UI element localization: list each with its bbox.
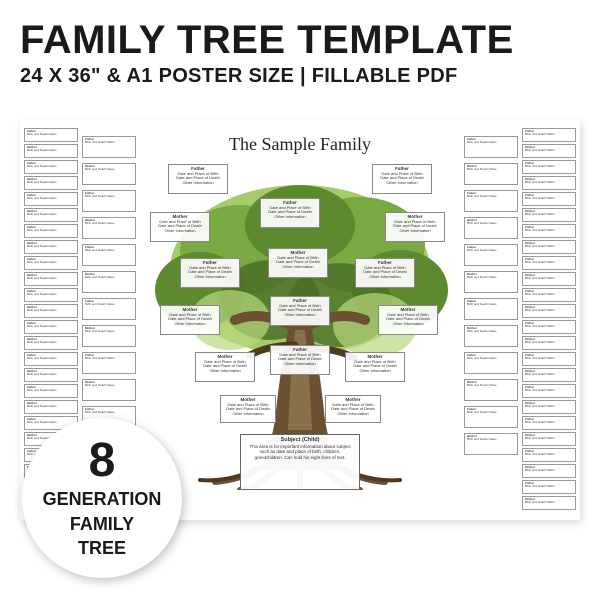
ancestor-mini-box: MotherBirth and Death Dates bbox=[82, 325, 136, 347]
ancestor-mini-box: MotherBirth and Death Dates bbox=[522, 496, 576, 510]
ancestor-mini-box: MotherBirth and Death Dates bbox=[464, 379, 518, 401]
ancestor-mini-box: MotherBirth and Death Dates bbox=[464, 433, 518, 455]
ancestor-mini-box: FatherBirth and Death Dates bbox=[522, 288, 576, 302]
ancestor-box: FatherDate and Place of BirthDate and Pl… bbox=[168, 164, 228, 194]
ancestor-mini-box: FatherBirth and Death Dates bbox=[464, 190, 518, 212]
product-title: FAMILY TREE TEMPLATE bbox=[20, 18, 580, 63]
ancestor-mini-box: MotherBirth and Death Dates bbox=[24, 304, 78, 318]
ancestor-mini-box: MotherBirth and Death Dates bbox=[522, 464, 576, 478]
ancestor-mini-box: FatherBirth and Death Dates bbox=[24, 128, 78, 142]
ancestor-mini-box: FatherBirth and Death Dates bbox=[522, 160, 576, 174]
ancestor-mini-box: MotherBirth and Death Dates bbox=[522, 240, 576, 254]
ancestor-mini-box: FatherBirth and Death Dates bbox=[522, 224, 576, 238]
ancestor-box: MotherDate and Place of BirthDate and Pl… bbox=[160, 305, 220, 335]
ancestor-box: MotherDate and Place of BirthDate and Pl… bbox=[268, 248, 328, 278]
ancestor-mini-box: FatherBirth and Death Dates bbox=[464, 352, 518, 374]
product-subtitle: 24 X 36" & A1 POSTER SIZE | FILLABLE PDF bbox=[20, 65, 580, 88]
ancestor-box: MotherDate and Place of BirthDate and Pl… bbox=[378, 305, 438, 335]
badge-line2: FAMILY bbox=[70, 514, 134, 535]
gen7-left-column: FatherBirth and Death Dates MotherBirth a… bbox=[82, 136, 136, 455]
gen7-right-column: FatherBirth and Death Dates MotherBirth a… bbox=[464, 136, 518, 455]
generation-badge: 8 GENERATION FAMILY TREE bbox=[22, 418, 182, 578]
ancestor-box: MotherDate and Place of BirthDate and Pl… bbox=[150, 212, 210, 242]
ancestor-mini-box: FatherBirth and Death Dates bbox=[82, 244, 136, 266]
ancestor-box: FatherDate and Place of BirthDate and Pl… bbox=[180, 258, 240, 288]
ancestor-mini-box: FatherBirth and Death Dates bbox=[24, 384, 78, 398]
ancestor-mini-box: FatherBirth and Death Dates bbox=[464, 298, 518, 320]
subject-description: This area is for important information a… bbox=[245, 444, 355, 461]
ancestor-mini-box: MotherBirth and Death Dates bbox=[24, 368, 78, 382]
badge-number: 8 bbox=[89, 437, 116, 485]
badge-line1: GENERATION bbox=[43, 489, 162, 510]
gen8-right-column: FatherBirth and Death Dates MotherBirth a… bbox=[522, 128, 576, 510]
ancestor-mini-box: FatherBirth and Death Dates bbox=[464, 136, 518, 158]
ancestor-mini-box: FatherBirth and Death Dates bbox=[82, 352, 136, 374]
ancestor-mini-box: FatherBirth and Death Dates bbox=[522, 416, 576, 430]
ancestor-mini-box: MotherBirth and Death Dates bbox=[522, 336, 576, 350]
subject-box: Subject (Child) This area is for importa… bbox=[240, 434, 360, 490]
product-listing-image: FAMILY TREE TEMPLATE 24 X 36" & A1 POSTE… bbox=[0, 0, 600, 600]
ancestor-mini-box: MotherBirth and Death Dates bbox=[464, 325, 518, 347]
ancestor-box: MotherDate and Place of BirthDate and Pl… bbox=[220, 395, 276, 423]
ancestor-box: MotherDate and Place of BirthDate and Pl… bbox=[195, 352, 255, 382]
ancestor-mini-box: FatherBirth and Death Dates bbox=[522, 384, 576, 398]
ancestor-mini-box: FatherBirth and Death Dates bbox=[24, 352, 78, 366]
ancestor-mini-box: MotherBirth and Death Dates bbox=[24, 336, 78, 350]
ancestor-mini-box: FatherBirth and Death Dates bbox=[24, 320, 78, 334]
ancestor-box: FatherDate and Place of BirthDate and Pl… bbox=[372, 164, 432, 194]
ancestor-mini-box: MotherBirth and Death Dates bbox=[24, 144, 78, 158]
ancestor-box: FatherDate and Place of BirthDate and Pl… bbox=[355, 258, 415, 288]
ancestor-mini-box: MotherBirth and Death Dates bbox=[522, 272, 576, 286]
ancestor-mini-box: MotherBirth and Death Dates bbox=[82, 379, 136, 401]
ancestor-mini-box: FatherBirth and Death Dates bbox=[522, 480, 576, 494]
ancestor-mini-box: FatherBirth and Death Dates bbox=[522, 448, 576, 462]
ancestor-box: MotherDate and Place of BirthDate and Pl… bbox=[345, 352, 405, 382]
ancestor-box: FatherDate and Place of BirthDate and Pl… bbox=[270, 296, 330, 326]
ancestor-mini-box: MotherBirth and Death Dates bbox=[522, 368, 576, 382]
ancestor-mini-box: MotherBirth and Death Dates bbox=[464, 163, 518, 185]
ancestor-mini-box: FatherBirth and Death Dates bbox=[82, 190, 136, 212]
ancestor-mini-box: FatherBirth and Death Dates bbox=[82, 298, 136, 320]
ancestor-mini-box: MotherBirth and Death Dates bbox=[522, 304, 576, 318]
ancestor-mini-box: FatherBirth and Death Dates bbox=[522, 128, 576, 142]
ancestor-box: MotherDate and Place of BirthDate and Pl… bbox=[325, 395, 381, 423]
ancestor-mini-box: FatherBirth and Death Dates bbox=[522, 256, 576, 270]
ancestor-mini-box: MotherBirth and Death Dates bbox=[464, 217, 518, 239]
ancestor-mini-box: FatherBirth and Death Dates bbox=[522, 192, 576, 206]
ancestor-mini-box: FatherBirth and Death Dates bbox=[82, 136, 136, 158]
badge-line3: TREE bbox=[78, 538, 126, 559]
ancestor-mini-box: MotherBirth and Death Dates bbox=[82, 271, 136, 293]
ancestor-box: FatherDate and Place of BirthDate and Pl… bbox=[260, 198, 320, 228]
ancestor-mini-box: MotherBirth and Death Dates bbox=[522, 208, 576, 222]
header: FAMILY TREE TEMPLATE 24 X 36" & A1 POSTE… bbox=[0, 0, 600, 98]
ancestor-mini-box: MotherBirth and Death Dates bbox=[464, 271, 518, 293]
ancestor-mini-box: MotherBirth and Death Dates bbox=[24, 240, 78, 254]
ancestor-mini-box: FatherBirth and Death Dates bbox=[24, 288, 78, 302]
ancestor-mini-box: FatherBirth and Death Dates bbox=[464, 244, 518, 266]
ancestor-mini-box: MotherBirth and Death Dates bbox=[24, 176, 78, 190]
family-name-title: The Sample Family bbox=[229, 134, 371, 155]
ancestor-mini-box: FatherBirth and Death Dates bbox=[522, 352, 576, 366]
ancestor-mini-box: MotherBirth and Death Dates bbox=[24, 400, 78, 414]
ancestor-mini-box: MotherBirth and Death Dates bbox=[522, 144, 576, 158]
ancestor-mini-box: MotherBirth and Death Dates bbox=[522, 176, 576, 190]
ancestor-mini-box: FatherBirth and Death Dates bbox=[464, 406, 518, 428]
ancestor-mini-box: FatherBirth and Death Dates bbox=[24, 160, 78, 174]
ancestor-mini-box: FatherBirth and Death Dates bbox=[24, 256, 78, 270]
ancestor-mini-box: FatherBirth and Death Dates bbox=[24, 192, 78, 206]
ancestor-mini-box: MotherBirth and Death Dates bbox=[24, 272, 78, 286]
ancestor-mini-box: FatherBirth and Death Dates bbox=[522, 320, 576, 334]
ancestor-mini-box: MotherBirth and Death Dates bbox=[522, 400, 576, 414]
ancestor-mini-box: FatherBirth and Death Dates bbox=[24, 224, 78, 238]
ancestor-mini-box: MotherBirth and Death Dates bbox=[522, 432, 576, 446]
ancestor-mini-box: MotherBirth and Death Dates bbox=[24, 208, 78, 222]
ancestor-mini-box: MotherBirth and Death Dates bbox=[82, 163, 136, 185]
ancestor-box: FatherDate and Place of BirthDate and Pl… bbox=[270, 345, 330, 375]
ancestor-mini-box: MotherBirth and Death Dates bbox=[82, 217, 136, 239]
ancestor-box: MotherDate and Place of BirthDate and Pl… bbox=[385, 212, 445, 242]
